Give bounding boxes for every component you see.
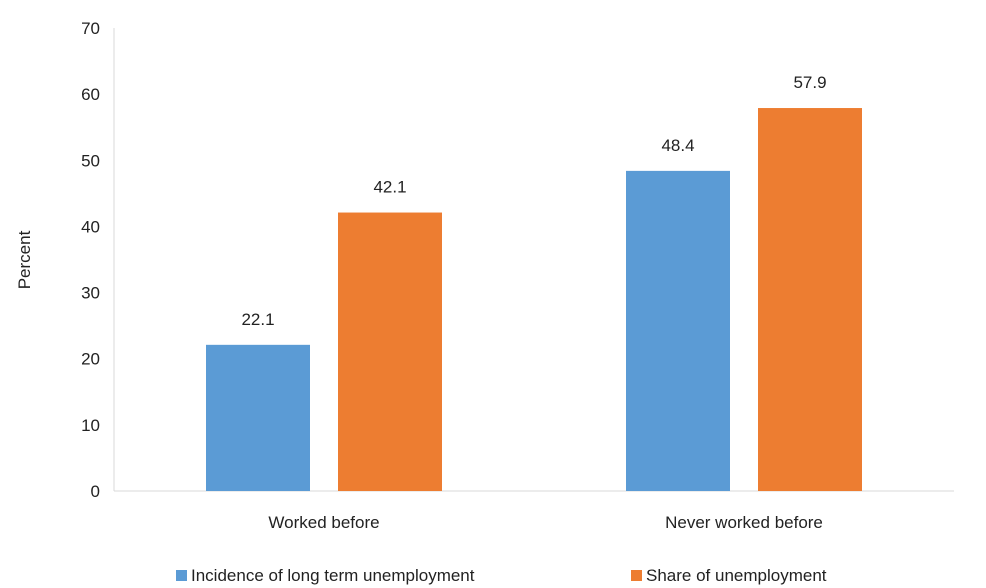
y-tick-label: 30 xyxy=(81,284,100,303)
legend-item: Share of unemployment xyxy=(631,566,827,585)
legend: Incidence of long term unemployment Share… xyxy=(176,566,827,585)
y-tick-label: 60 xyxy=(81,85,100,104)
bar-incidence-of-long-term-unemployment-never-worked-before xyxy=(626,170,730,491)
x-category-label: Worked before xyxy=(268,513,379,532)
data-label: 57.9 xyxy=(793,73,826,92)
bar-incidence-of-long-term-unemployment-worked-before xyxy=(206,344,310,491)
data-labels: 22.1 42.1 48.4 57.9 xyxy=(241,73,826,329)
data-label: 42.1 xyxy=(373,178,406,197)
x-category-label: Never worked before xyxy=(665,513,823,532)
y-tick-label: 0 xyxy=(91,482,100,501)
bar-share-of-unemployment-worked-before xyxy=(338,212,442,491)
y-tick-label: 70 xyxy=(81,19,100,38)
legend-swatch xyxy=(631,570,642,581)
y-axis-title: Percent xyxy=(15,230,34,289)
y-axis: 0 10 20 30 40 50 60 70 xyxy=(81,19,115,501)
bars xyxy=(206,108,862,491)
legend-label: Share of unemployment xyxy=(646,566,827,585)
legend-label: Incidence of long term unemployment xyxy=(191,566,475,585)
y-tick-label: 50 xyxy=(81,151,100,170)
legend-item: Incidence of long term unemployment xyxy=(176,566,475,585)
data-label: 48.4 xyxy=(661,136,694,155)
data-label: 22.1 xyxy=(241,310,274,329)
legend-swatch xyxy=(176,570,187,581)
bar-share-of-unemployment-never-worked-before xyxy=(758,108,862,491)
y-tick-label: 20 xyxy=(81,350,100,369)
y-tick-label: 10 xyxy=(81,416,100,435)
x-axis: Worked before Never worked before xyxy=(114,490,954,532)
y-tick-label: 40 xyxy=(81,217,100,236)
